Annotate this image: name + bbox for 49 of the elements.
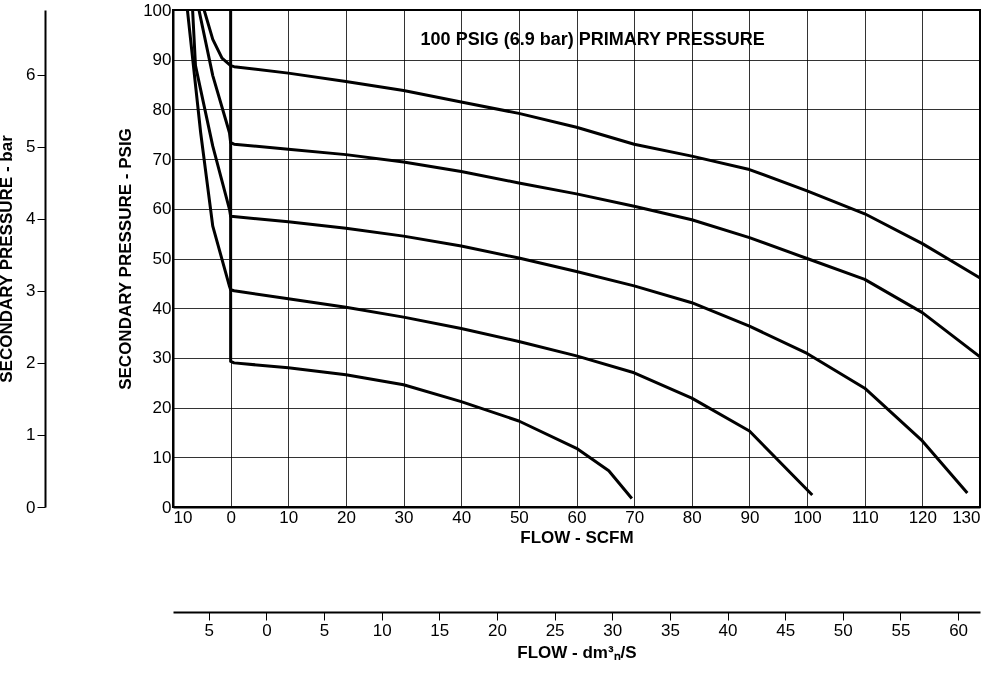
x2-tick-label: 20 xyxy=(487,620,507,640)
y-axis-title: SECONDARY PRESSURE - PSIG xyxy=(116,128,136,390)
x-tick-label: 120 xyxy=(908,507,938,527)
x2-tick-label: 60 xyxy=(949,620,969,640)
y-tick-label: 30 xyxy=(152,348,172,368)
y-tick-label: 70 xyxy=(152,149,172,169)
y-tick-label: 80 xyxy=(152,99,172,119)
y2-tick-label: 1 xyxy=(26,425,36,445)
y-tick-label: 100 xyxy=(143,0,172,20)
y2-tick-label: 5 xyxy=(26,137,36,157)
x-tick-label: 40 xyxy=(452,507,472,527)
y-tick-label: 50 xyxy=(152,249,172,268)
x-tick-label: 0 xyxy=(226,507,236,527)
y-tick-label: 60 xyxy=(152,199,172,219)
x2-tick-label: 5 xyxy=(204,620,214,640)
x2-tick-label: 35 xyxy=(660,620,680,640)
x-tick-label: 70 xyxy=(625,507,645,527)
x2-tick-label: 5 xyxy=(319,620,330,640)
x2-tick-label: 30 xyxy=(603,620,623,640)
y-tick-label: 20 xyxy=(152,398,172,418)
y2-tick-label: 2 xyxy=(26,353,36,373)
y-tick-label: 90 xyxy=(152,50,172,70)
x-tick-label: 110 xyxy=(851,507,879,527)
x-tick-label: 60 xyxy=(567,507,587,527)
y2-tick-label: 6 xyxy=(26,65,36,85)
x2-axis-title: FLOW - dm³ₙ/S xyxy=(517,642,637,662)
x-tick-label: 20 xyxy=(336,507,356,527)
x-tick-label: 10 xyxy=(279,507,299,527)
x-tick-label: 90 xyxy=(740,507,760,527)
x2-tick-label: 15 xyxy=(430,620,450,640)
y-tick-label: 40 xyxy=(152,298,172,318)
x-tick-label: 10 xyxy=(173,507,193,527)
x2-tick-label: 40 xyxy=(718,620,738,640)
x-axis-title: FLOW - SCFM xyxy=(520,527,634,547)
x2-tick-label: 0 xyxy=(262,620,272,640)
y2-axis-title: SECONDARY PRESSURE - bar xyxy=(0,134,17,383)
x-tick-label: 80 xyxy=(682,507,702,527)
x2-tick-label: 25 xyxy=(545,620,565,640)
y2-tick-label: 4 xyxy=(26,209,36,229)
y2-tick-label: 3 xyxy=(26,281,36,301)
y-tick-label: 10 xyxy=(152,447,172,467)
x2-tick-label: 50 xyxy=(833,620,853,640)
x-tick-label: 130 xyxy=(952,507,981,527)
x2-tick-label: 55 xyxy=(891,620,911,640)
x-tick-label: 50 xyxy=(509,507,529,527)
x2-tick-label: 10 xyxy=(372,620,392,640)
x2-tick-label: 45 xyxy=(776,620,796,640)
x-tick-label: 100 xyxy=(793,507,822,527)
x-tick-label: 30 xyxy=(394,507,414,527)
